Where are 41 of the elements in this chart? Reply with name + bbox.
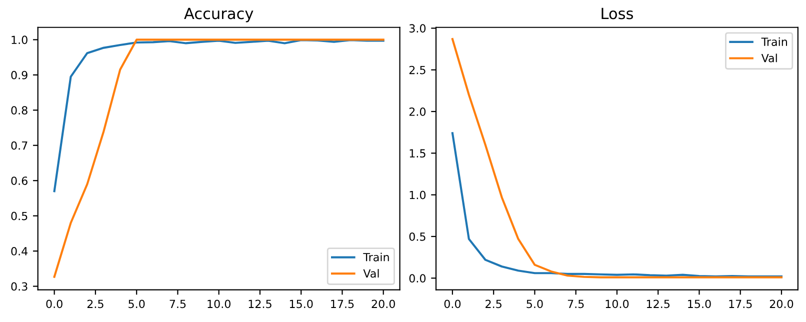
y-tick-label: 0.8 bbox=[11, 106, 28, 115]
y-tick-label: 1.0 bbox=[12, 36, 28, 44]
x-tick-label: 0.0 bbox=[46, 300, 62, 308]
y-tick-label: 1.0 bbox=[410, 190, 426, 200]
x-tick-label: 20.0 bbox=[770, 300, 794, 308]
y-tick-label: 0.5 bbox=[409, 232, 426, 241]
legend-label: Val bbox=[761, 54, 777, 62]
y-tick-label: 0.9 bbox=[11, 70, 28, 80]
y-tick-label: 0.5 bbox=[11, 212, 28, 220]
chart-title: Accuracy bbox=[184, 8, 254, 22]
x-tick-label: 12.5 bbox=[646, 300, 670, 308]
x-tick-label: 17.5 bbox=[331, 300, 354, 308]
x-tick-label: 0.0 bbox=[444, 300, 461, 308]
x-tick-label: 20.0 bbox=[372, 300, 395, 308]
x-tick-label: 5.0 bbox=[526, 300, 543, 308]
y-tick-label: 1.5 bbox=[410, 149, 426, 158]
y-tick-label: 3.0 bbox=[409, 24, 426, 33]
x-tick-label: 10.0 bbox=[606, 300, 629, 308]
y-tick-label: 2.0 bbox=[409, 107, 426, 116]
y-tick-label: 2.5 bbox=[409, 66, 426, 74]
legend-label: Val bbox=[363, 269, 379, 278]
x-tick-label: 2.5 bbox=[486, 300, 502, 308]
y-tick-label: 0.0 bbox=[409, 274, 426, 283]
x-tick-label: 5.0 bbox=[128, 300, 145, 308]
x-tick-label: 2.5 bbox=[87, 300, 104, 308]
x-tick-label: 15.0 bbox=[688, 300, 711, 308]
y-tick-label: 0.6 bbox=[11, 176, 28, 185]
line-series bbox=[53, 39, 384, 192]
y-tick-label: 0.3 bbox=[11, 282, 28, 291]
legend-label: Train bbox=[761, 37, 787, 46]
line-series bbox=[451, 132, 783, 278]
x-tick-label: 17.5 bbox=[729, 300, 752, 308]
x-tick-label: 15.0 bbox=[290, 300, 313, 308]
x-tick-label: 7.5 bbox=[170, 300, 186, 308]
y-tick-label: 0.7 bbox=[11, 141, 28, 150]
chart-title: Loss bbox=[602, 8, 633, 20]
x-tick-label: 10.0 bbox=[208, 300, 230, 308]
y-tick-label: 0.4 bbox=[11, 247, 28, 256]
x-tick-label: 12.5 bbox=[248, 300, 272, 308]
x-tick-label: 7.5 bbox=[568, 300, 584, 308]
legend-label: Train bbox=[363, 252, 389, 262]
